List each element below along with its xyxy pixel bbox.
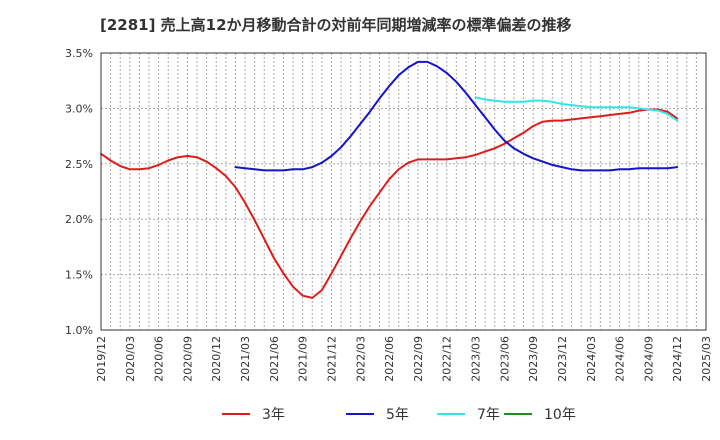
legend-label: 5年 xyxy=(386,407,409,423)
series-line-5年 xyxy=(234,60,679,172)
series-line-7年 xyxy=(474,96,679,122)
x-tick-label: 2021/03 xyxy=(239,336,252,382)
x-tick-label: 2020/12 xyxy=(210,336,223,382)
y-tick-label: 1.5% xyxy=(65,269,93,282)
y-tick-label: 2.5% xyxy=(65,158,93,171)
x-axis: 2019/12 2020/03 2020/06 2020/09 2020/12 2021/… xyxy=(95,336,713,382)
y-tick-label: 2.0% xyxy=(65,213,93,226)
x-tick-label: 2024/06 xyxy=(614,336,627,382)
y-tick-label: 3.0% xyxy=(65,102,93,115)
grid xyxy=(101,53,706,330)
x-tick-label: 2024/09 xyxy=(642,336,655,382)
chart-title: [2281] 売上高12か月移動合計の対前年同期増減率の標準偏差の推移 xyxy=(100,16,572,34)
x-tick-label: 2022/09 xyxy=(412,336,425,382)
x-tick-label: 2023/03 xyxy=(470,336,483,382)
plot-area xyxy=(101,53,706,330)
x-tick-label: 2021/09 xyxy=(297,336,310,382)
x-tick-label: 2020/09 xyxy=(181,336,194,382)
x-tick-label: 2020/06 xyxy=(153,336,166,382)
legend: 3年 5年 7年 10年 xyxy=(222,407,576,423)
x-tick-label: 2023/12 xyxy=(556,336,569,382)
x-tick-label: 2024/12 xyxy=(671,336,684,382)
x-tick-label: 2021/12 xyxy=(325,336,338,382)
series-line-3年 xyxy=(100,108,679,299)
x-tick-label: 2023/09 xyxy=(527,336,540,382)
x-tick-label: 2024/03 xyxy=(585,336,598,382)
legend-label: 10年 xyxy=(544,407,576,423)
y-tick-label: 3.5% xyxy=(65,47,93,60)
x-tick-label: 2023/06 xyxy=(498,336,511,382)
legend-label: 3年 xyxy=(262,407,285,423)
x-tick-label: 2020/03 xyxy=(124,336,137,382)
x-tick-label: 2019/12 xyxy=(95,336,108,382)
y-tick-label: 1.0% xyxy=(65,324,93,337)
series-group xyxy=(100,60,679,299)
plot-frame xyxy=(100,52,707,331)
x-tick-label: 2022/12 xyxy=(441,336,454,382)
legend-label: 7年 xyxy=(477,407,500,423)
x-tick-label: 2021/06 xyxy=(268,336,281,382)
x-tick-label: 2022/03 xyxy=(354,336,367,382)
y-axis: 1.0% 1.5% 2.0% 2.5% 3.0% 3.5% xyxy=(65,47,93,337)
x-tick-label: 2025/03 xyxy=(700,336,713,382)
x-tick-label: 2022/06 xyxy=(383,336,396,382)
